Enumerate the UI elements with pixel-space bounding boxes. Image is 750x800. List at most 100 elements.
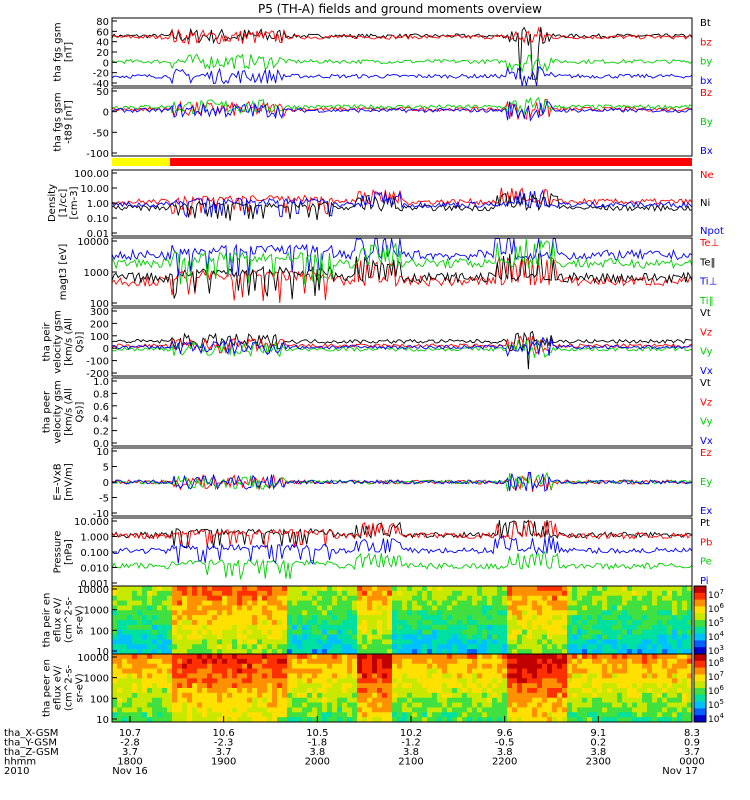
heatmap-cell — [152, 707, 158, 713]
heatmap-cell — [122, 600, 128, 606]
heatmap-cell — [402, 654, 408, 660]
heatmap-cell — [512, 678, 518, 684]
heatmap-cell — [297, 663, 303, 670]
heatmap-cell — [622, 658, 628, 665]
heatmap-cell — [597, 649, 603, 655]
series-line-Ni — [111, 192, 693, 221]
legend-Ey: Ey — [700, 477, 712, 488]
heatmap-cell — [132, 624, 138, 631]
heatmap-cell — [527, 624, 533, 631]
heatmap-cell — [322, 620, 328, 626]
heatmap-cell — [667, 605, 673, 611]
heatmap-cell — [192, 595, 198, 602]
heatmap-cell — [522, 712, 528, 718]
heatmap-cell — [167, 639, 173, 645]
heatmap-cell — [527, 634, 533, 640]
heatmap-cell — [197, 595, 203, 602]
heatmap-cell — [582, 649, 588, 655]
heatmap-cell — [407, 688, 413, 694]
heatmap-cell — [512, 663, 518, 670]
heatmap-cell — [652, 663, 658, 670]
heatmap-cell — [407, 697, 413, 704]
colorbar-swatch — [694, 654, 706, 662]
heatmap-cell — [607, 673, 613, 679]
heatmap-cell — [657, 683, 663, 689]
heatmap-cell — [422, 692, 428, 699]
heatmap-cell — [282, 644, 288, 650]
y-tick-label: 1.00 — [87, 199, 109, 210]
heatmap-cell — [222, 678, 228, 684]
heatmap-cell — [172, 629, 178, 636]
heatmap-cell — [312, 668, 318, 674]
heatmap-cell — [642, 610, 648, 616]
heatmap-cell — [577, 629, 583, 636]
heatmap-cell — [112, 697, 118, 704]
heatmap-cell — [247, 595, 253, 602]
heatmap-cell — [547, 639, 553, 645]
heatmap-cell — [342, 683, 348, 689]
heatmap-cell — [587, 673, 593, 679]
heatmap-cell — [532, 620, 538, 626]
heatmap-cell — [522, 629, 528, 636]
heatmap-cell — [517, 673, 523, 679]
heatmap-cell — [687, 586, 693, 592]
heatmap-cell — [487, 634, 493, 640]
heatmap-cell — [427, 639, 433, 645]
heatmap-cell — [522, 668, 528, 674]
heatmap-cell — [422, 663, 428, 670]
heatmap-cell — [292, 688, 298, 694]
heatmap-cell — [282, 683, 288, 689]
heatmap-cell — [337, 702, 343, 708]
heatmap-cell — [477, 673, 483, 679]
heatmap-cell — [362, 673, 368, 679]
heatmap-cell — [412, 673, 418, 679]
heatmap-cell — [482, 600, 488, 606]
heatmap-cell — [377, 595, 383, 602]
heatmap-cell — [202, 668, 208, 674]
heatmap-cell — [137, 649, 143, 655]
heatmap-cell — [432, 658, 438, 665]
heatmap-cell — [247, 702, 253, 708]
heatmap-cell — [582, 702, 588, 708]
heatmap-cell — [402, 717, 408, 723]
heatmap-cell — [432, 629, 438, 636]
series-line-By — [111, 96, 693, 115]
heatmap-cell — [447, 644, 453, 650]
heatmap-cell — [577, 683, 583, 689]
heatmap-cell — [597, 620, 603, 626]
heatmap-cell — [507, 712, 513, 718]
heatmap-cell — [212, 634, 218, 640]
heatmap-cell — [542, 644, 548, 650]
heatmap-cell — [412, 615, 418, 621]
heatmap-cell — [232, 605, 238, 611]
heatmap-cell — [622, 615, 628, 621]
heatmap-cell — [562, 629, 568, 636]
heatmap-cell — [207, 663, 213, 670]
heatmap-cell — [392, 712, 398, 718]
heatmap-cell — [202, 605, 208, 611]
heatmap-cell — [497, 644, 503, 650]
heatmap-cell — [457, 605, 463, 611]
heatmap-cell — [467, 683, 473, 689]
heatmap-cell — [592, 610, 598, 616]
heatmap-cell — [547, 654, 553, 660]
heatmap-cell — [357, 668, 363, 674]
heatmap-cell — [127, 702, 133, 708]
heatmap-cell — [572, 639, 578, 645]
heatmap-cell — [242, 673, 248, 679]
heatmap-cell — [687, 688, 693, 694]
heatmap-cell — [302, 702, 308, 708]
heatmap-cell — [137, 692, 143, 699]
heatmap-cell — [662, 639, 668, 645]
heatmap-cell — [202, 658, 208, 665]
legend-Bx: Bx — [700, 146, 713, 157]
heatmap-cell — [647, 668, 653, 674]
heatmap-cell — [267, 624, 273, 631]
heatmap-cell — [467, 590, 473, 597]
heatmap-cell — [677, 620, 683, 626]
heatmap-cell — [567, 639, 573, 645]
heatmap-cell — [502, 590, 508, 597]
y-tick-label: -100 — [86, 149, 109, 160]
heatmap-cell — [542, 620, 548, 626]
